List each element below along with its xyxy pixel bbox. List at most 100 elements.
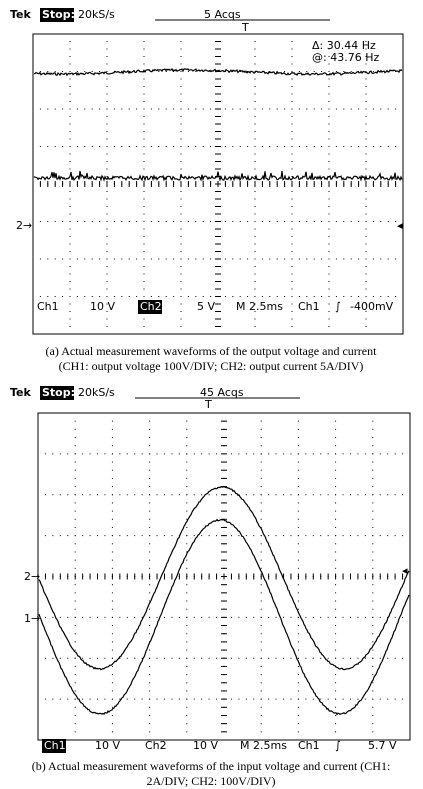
grid-dot [297,551,299,553]
grid-dot [178,657,180,659]
grid-dot [186,437,188,439]
grid-dot [372,420,374,422]
grid-dot [141,657,143,659]
grid-dot [106,296,108,297]
grid-dot [291,123,293,125]
grid-dot [59,535,61,537]
grid-dot [180,221,182,222]
grid-dot [186,600,188,602]
grid-dot [54,258,56,260]
grid-dot [394,453,396,455]
grid-dot [106,191,108,192]
grid-dot [335,690,337,692]
grid-dot [328,93,330,95]
grid-dot [158,108,160,110]
grid-dot [328,213,330,215]
grid-dot [97,494,99,496]
grid-dot [297,674,299,676]
grid-dot [74,526,76,528]
grid-dot [297,706,299,708]
grid-dot [74,486,76,488]
grid-dot [254,258,256,260]
grid-dot [238,698,240,700]
grid-dot [247,296,249,297]
grid-dot [260,453,262,455]
grid-dot [305,657,307,659]
grid-dot [180,138,182,140]
grid-dot [283,616,285,618]
grid-dot [186,494,188,496]
grid-dot [254,311,256,312]
grid-dot [379,535,381,537]
rate: 20kS/s [78,386,115,399]
grid-dot [365,123,367,125]
grid-dot [149,567,151,569]
grid-dot [254,101,256,102]
grid-dot [74,608,76,610]
grid-dot [82,453,84,455]
readout: Ch1 [37,300,59,313]
grid-dot [291,168,293,170]
grid-dot [143,131,145,132]
grid-dot [260,674,262,676]
grid-dot [106,48,108,50]
grid-dot [44,494,46,496]
grid-dot [186,477,188,479]
grid-dot [297,437,299,439]
grid-dot [328,251,330,252]
grid-dot [119,453,121,455]
grid-dot [69,311,71,312]
grid-dot [253,657,255,659]
grid-dot [180,78,182,80]
grid-dot [74,584,76,586]
grid-dot [69,138,71,140]
grid-dot [364,494,366,496]
grid-dot [379,616,381,618]
grid-dot [74,592,76,594]
grid-dot [111,649,113,651]
grid-dot [149,714,151,716]
readout: Ch1 [298,739,320,752]
grid-dot [409,494,411,496]
grid-dot [275,494,277,496]
grid-dot [372,559,374,561]
grid-dot [47,258,49,260]
grid-dot [111,461,113,463]
grid-dot [254,146,256,147]
ch-box [42,739,66,753]
grid-dot [44,453,46,455]
grid-dot [69,101,71,102]
grid-dot [372,616,374,618]
grid-dot [335,592,337,594]
grid-dot [74,714,76,716]
grid-dot [119,657,121,659]
grid-dot [247,108,249,110]
grid-dot [327,616,329,618]
brand: Tek [10,8,32,21]
grid-dot [47,296,49,297]
grid-dot [186,641,188,643]
grid-dot [254,251,256,252]
grid-dot [69,198,71,200]
grid-dot [343,146,345,147]
grid-dot [186,657,188,659]
grid-dot [74,657,76,659]
grid-dot [193,535,195,537]
grid-dot [291,258,293,260]
grid-dot [335,608,337,610]
grid-dot [156,616,158,618]
grid-dot [260,584,262,586]
grid-dot [328,258,330,260]
grid-dot [69,206,71,207]
grid-dot [328,161,330,162]
grid-dot [342,616,344,618]
grid-dot [178,616,180,618]
grid-dot [372,714,374,716]
grid-dot [111,428,113,430]
grid-dot [372,706,374,708]
grid-dot [126,535,128,537]
grid-dot [387,535,389,537]
grid-dot [76,108,78,110]
grid-dot [186,518,188,520]
grid-dot [186,461,188,463]
